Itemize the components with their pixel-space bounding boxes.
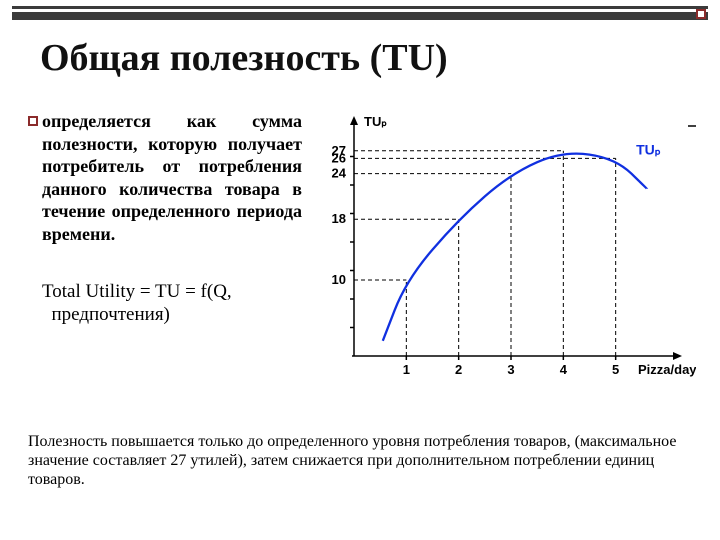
- svg-text:3: 3: [507, 362, 514, 377]
- formula-line1: Total Utility = TU = f(Q,: [42, 281, 232, 302]
- svg-text:5: 5: [612, 362, 619, 377]
- footer-text: Полезность повышается только до определе…: [28, 432, 694, 490]
- svg-text:TUₚ: TUₚ: [364, 114, 387, 129]
- definition-text: определяется как сумма полезности, котор…: [42, 110, 302, 245]
- svg-text:10: 10: [332, 272, 346, 287]
- svg-text:2: 2: [455, 362, 462, 377]
- svg-text:Pizza/day: Pizza/day: [638, 362, 696, 377]
- svg-text:27: 27: [332, 143, 346, 158]
- bullet-square-icon: [28, 116, 38, 126]
- svg-text:24: 24: [332, 166, 347, 181]
- page-title: Общая полезность (TU): [40, 36, 448, 80]
- svg-text:4: 4: [560, 362, 568, 377]
- utility-chart: 123451018242627TUₚPizza/dayTUₚ: [308, 110, 696, 400]
- svg-text:1: 1: [403, 362, 410, 377]
- header-bars: [12, 6, 708, 20]
- formula-line2: предпочтения): [52, 304, 170, 325]
- formula-text: Total Utility = TU = f(Q, предпочтения): [42, 281, 302, 327]
- svg-text:TUₚ: TUₚ: [636, 141, 661, 157]
- corner-square-icon: [696, 9, 706, 19]
- svg-text:18: 18: [332, 211, 346, 226]
